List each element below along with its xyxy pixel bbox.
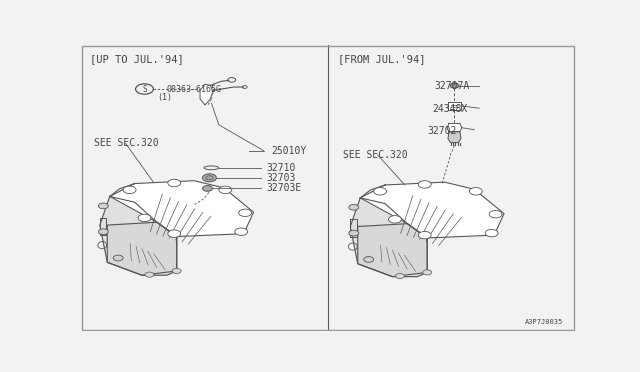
Circle shape: [396, 273, 404, 279]
Circle shape: [99, 203, 108, 209]
Circle shape: [374, 187, 387, 195]
Circle shape: [168, 179, 180, 187]
Text: 32703E: 32703E: [266, 183, 301, 193]
Circle shape: [138, 214, 151, 222]
Circle shape: [419, 231, 431, 239]
Text: SEE SEC.320: SEE SEC.320: [94, 138, 159, 148]
Circle shape: [423, 270, 431, 275]
Text: 32710: 32710: [266, 163, 296, 173]
Text: 32702: 32702: [428, 126, 456, 135]
Polygon shape: [447, 124, 462, 132]
Circle shape: [99, 229, 108, 235]
Text: 25010Y: 25010Y: [271, 145, 306, 155]
Text: [FROM JUL.'94]: [FROM JUL.'94]: [338, 54, 426, 64]
Polygon shape: [200, 84, 213, 105]
Circle shape: [485, 230, 498, 237]
Text: [UP TO JUL.'94]: [UP TO JUL.'94]: [90, 54, 184, 64]
Circle shape: [239, 209, 252, 217]
Circle shape: [219, 186, 232, 193]
Polygon shape: [447, 102, 461, 110]
Circle shape: [113, 255, 123, 261]
Circle shape: [145, 272, 154, 277]
Circle shape: [168, 230, 180, 237]
Circle shape: [388, 216, 401, 223]
Circle shape: [489, 211, 502, 218]
Polygon shape: [358, 224, 428, 277]
Text: SEE SEC.320: SEE SEC.320: [343, 150, 408, 160]
Circle shape: [202, 186, 212, 191]
Circle shape: [172, 268, 181, 273]
Polygon shape: [350, 198, 428, 277]
Text: S: S: [142, 84, 147, 93]
Text: (1): (1): [157, 93, 172, 102]
Polygon shape: [100, 196, 177, 275]
Text: 32703: 32703: [266, 173, 296, 183]
Circle shape: [469, 187, 483, 195]
Circle shape: [123, 186, 136, 193]
Circle shape: [235, 228, 248, 235]
Text: 24348X: 24348X: [432, 104, 467, 114]
Polygon shape: [108, 222, 177, 275]
Circle shape: [349, 230, 359, 236]
Circle shape: [364, 257, 374, 262]
Circle shape: [202, 174, 216, 182]
Text: A3P7J0035: A3P7J0035: [525, 320, 564, 326]
Polygon shape: [360, 182, 504, 238]
Polygon shape: [448, 132, 461, 142]
Circle shape: [450, 83, 459, 88]
Text: 08363-6165G: 08363-6165G: [167, 84, 222, 93]
Text: 32707A: 32707A: [435, 81, 470, 91]
Circle shape: [349, 205, 359, 210]
Polygon shape: [110, 181, 253, 237]
Circle shape: [419, 181, 431, 188]
